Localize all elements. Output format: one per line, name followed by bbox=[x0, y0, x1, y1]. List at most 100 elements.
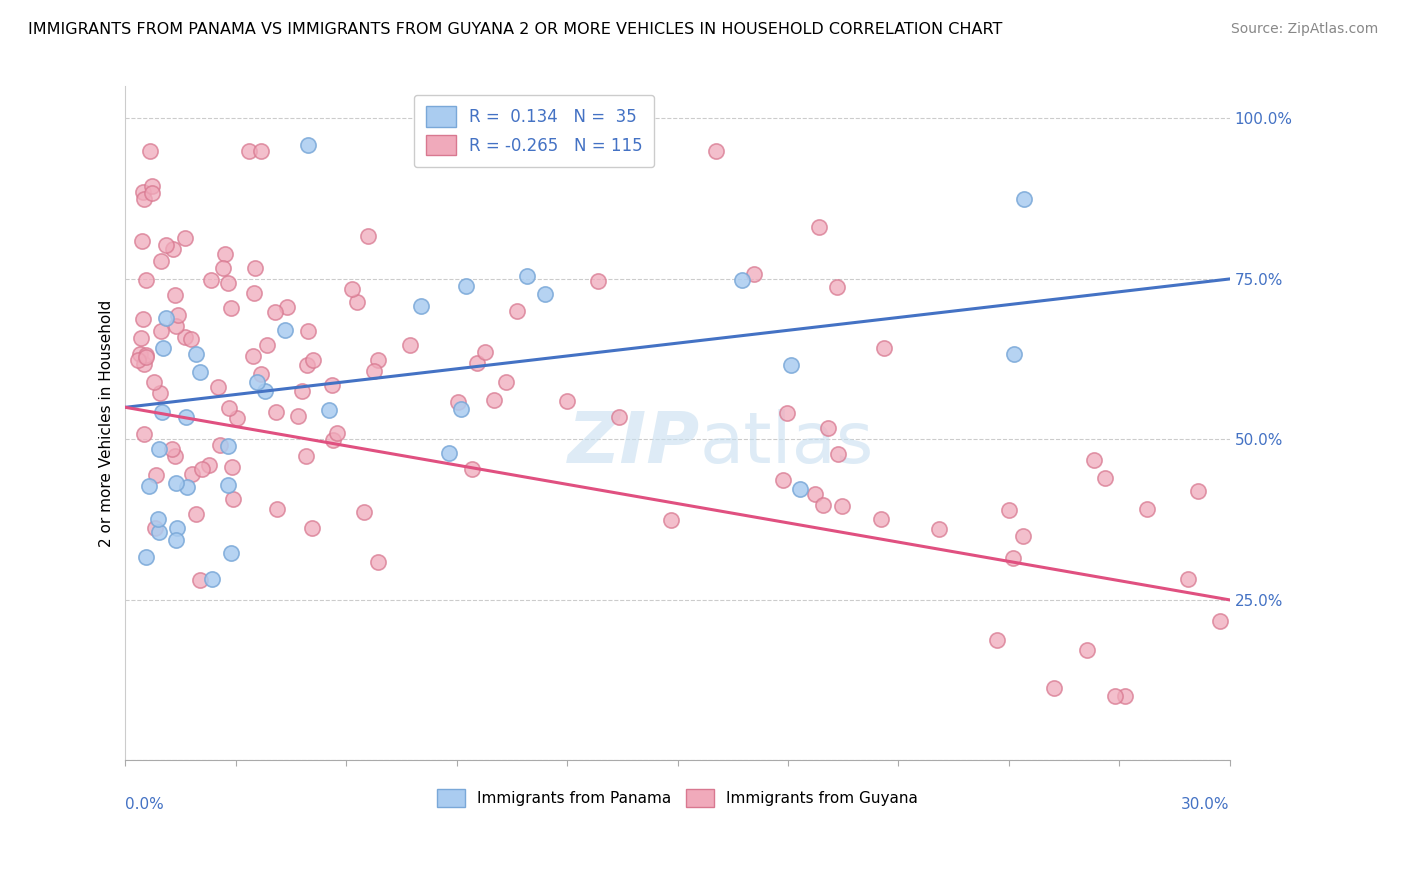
Point bbox=[266, 405, 288, 419]
Point bbox=[297, 324, 319, 338]
Point bbox=[221, 460, 243, 475]
Point bbox=[808, 220, 831, 235]
Point bbox=[586, 274, 609, 288]
Text: 30.0%: 30.0% bbox=[1181, 797, 1230, 813]
Point bbox=[744, 267, 766, 281]
Point bbox=[184, 347, 207, 361]
Point bbox=[363, 364, 385, 378]
Point bbox=[226, 411, 249, 425]
Point bbox=[149, 385, 172, 400]
Point bbox=[555, 393, 578, 408]
Point bbox=[200, 273, 222, 287]
Point bbox=[148, 524, 170, 539]
Point bbox=[141, 186, 163, 201]
Point bbox=[139, 144, 162, 158]
Point bbox=[207, 380, 229, 394]
Point bbox=[1135, 502, 1157, 516]
Point bbox=[505, 304, 527, 318]
Point bbox=[165, 318, 187, 333]
Text: IMMIGRANTS FROM PANAMA VS IMMIGRANTS FROM GUYANA 2 OR MORE VEHICLES IN HOUSEHOLD: IMMIGRANTS FROM PANAMA VS IMMIGRANTS FRO… bbox=[28, 22, 1002, 37]
Point bbox=[135, 348, 157, 362]
Point bbox=[238, 144, 260, 158]
Point bbox=[155, 237, 177, 252]
Point bbox=[134, 192, 156, 206]
Point bbox=[1043, 681, 1066, 695]
Point bbox=[163, 449, 186, 463]
Point bbox=[998, 502, 1021, 516]
Point bbox=[249, 144, 271, 158]
Point bbox=[326, 425, 349, 440]
Point bbox=[1076, 643, 1098, 657]
Point bbox=[190, 461, 212, 475]
Point bbox=[174, 330, 197, 344]
Point bbox=[534, 286, 557, 301]
Point bbox=[127, 353, 149, 368]
Point bbox=[214, 247, 236, 261]
Point bbox=[456, 278, 478, 293]
Point bbox=[1012, 529, 1035, 543]
Point bbox=[1114, 689, 1136, 703]
Point bbox=[928, 522, 950, 536]
Point bbox=[297, 359, 319, 373]
Point bbox=[804, 487, 827, 501]
Point bbox=[132, 312, 155, 326]
Point bbox=[831, 499, 853, 513]
Point bbox=[186, 507, 208, 521]
Point bbox=[243, 285, 266, 300]
Text: 0.0%: 0.0% bbox=[125, 797, 165, 813]
Point bbox=[242, 349, 264, 363]
Point bbox=[450, 401, 472, 416]
Point bbox=[357, 228, 380, 243]
Point bbox=[301, 521, 323, 535]
Point bbox=[1002, 347, 1025, 361]
Point bbox=[188, 365, 211, 379]
Point bbox=[276, 301, 298, 315]
Point bbox=[208, 437, 231, 451]
Point bbox=[160, 442, 183, 456]
Point bbox=[155, 310, 177, 325]
Point bbox=[776, 406, 799, 420]
Point bbox=[221, 491, 243, 506]
Point bbox=[149, 254, 172, 268]
Point bbox=[447, 395, 470, 409]
Point bbox=[607, 409, 630, 424]
Point bbox=[165, 476, 187, 491]
Point bbox=[135, 350, 157, 364]
Point bbox=[817, 421, 839, 435]
Point bbox=[789, 483, 811, 497]
Point bbox=[264, 305, 287, 319]
Point bbox=[353, 505, 375, 519]
Point bbox=[128, 347, 150, 361]
Point bbox=[661, 513, 683, 527]
Point bbox=[367, 555, 389, 569]
Y-axis label: 2 or more Vehicles in Household: 2 or more Vehicles in Household bbox=[100, 300, 114, 547]
Point bbox=[174, 409, 197, 424]
Point bbox=[166, 308, 188, 322]
Point bbox=[318, 403, 340, 417]
Point bbox=[321, 378, 343, 392]
Point bbox=[173, 231, 195, 245]
Text: ZIP: ZIP bbox=[568, 409, 700, 478]
Point bbox=[219, 546, 242, 560]
Point bbox=[217, 439, 239, 453]
Point bbox=[181, 467, 204, 481]
Point bbox=[474, 344, 496, 359]
Point bbox=[165, 533, 187, 547]
Point bbox=[779, 359, 801, 373]
Point bbox=[134, 426, 156, 441]
Point bbox=[143, 521, 166, 535]
Point bbox=[250, 367, 273, 381]
Point bbox=[129, 331, 152, 345]
Legend: Immigrants from Panama, Immigrants from Guyana: Immigrants from Panama, Immigrants from … bbox=[432, 782, 924, 814]
Point bbox=[291, 384, 314, 398]
Point bbox=[152, 341, 174, 355]
Point bbox=[367, 352, 389, 367]
Point bbox=[322, 433, 344, 447]
Point bbox=[217, 478, 239, 492]
Point bbox=[342, 282, 364, 296]
Point bbox=[132, 358, 155, 372]
Point bbox=[813, 498, 835, 512]
Point bbox=[198, 458, 221, 472]
Point bbox=[1177, 572, 1199, 586]
Point bbox=[772, 473, 794, 487]
